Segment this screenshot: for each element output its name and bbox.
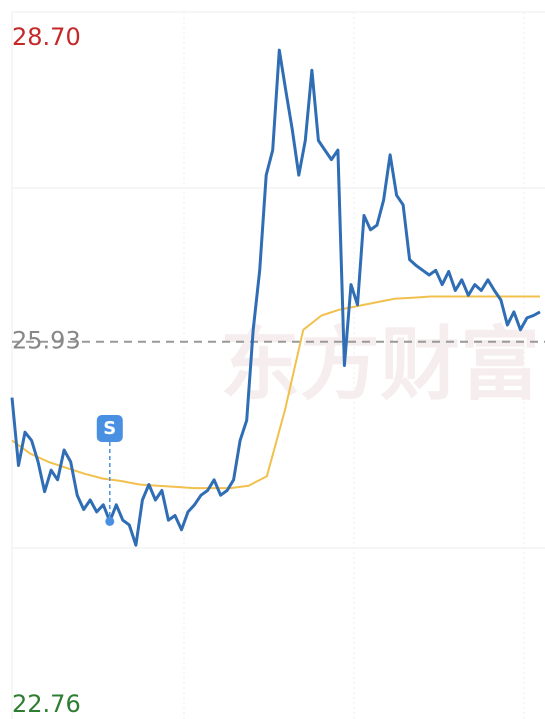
- series-line: [11, 295, 540, 490]
- signal-dot: [105, 516, 115, 526]
- signal-badge: [96, 415, 123, 442]
- grid: [11, 11, 545, 719]
- y-tick-label: 28.70: [12, 23, 81, 51]
- signal-label: S: [103, 418, 116, 439]
- y-tick-label: 25.93: [12, 327, 81, 355]
- watermark: 东方财富: [220, 318, 540, 411]
- y-tick-label: 22.76: [12, 690, 81, 718]
- series-line: [10, 48, 541, 547]
